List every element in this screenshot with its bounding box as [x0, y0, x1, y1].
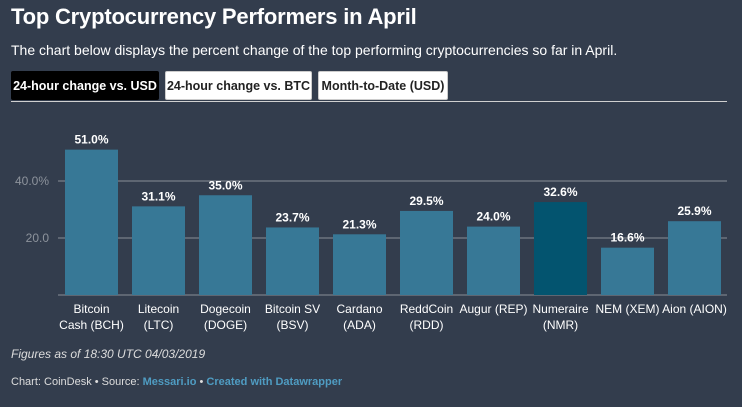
x-tick-label: Augur (REP) — [459, 302, 527, 316]
value-label: 35.0% — [208, 178, 242, 192]
bar — [199, 195, 252, 295]
separator: • — [91, 376, 102, 388]
value-label: 23.7% — [275, 210, 309, 224]
y-axis-ticks: 20.0 40.0% — [15, 174, 49, 245]
x-tick-label: Dogecoin — [200, 302, 251, 316]
tab-24h-btc[interactable]: 24-hour change vs. BTC — [165, 71, 312, 100]
x-axis-labels: Bitcoin Cash (BCH) Litecoin (LTC) Dogecoin (D… — [59, 302, 727, 332]
y-tick-label: 40.0% — [15, 174, 49, 188]
x-tick-label: NEM (XEM) — [596, 302, 660, 316]
tab-month-to-date-label: Month-to-Date (USD) — [321, 78, 445, 93]
bar — [668, 221, 721, 295]
separator: • — [196, 376, 207, 388]
y-tick-label: 20.0 — [26, 231, 50, 245]
bar — [400, 210, 453, 295]
chart-subtitle: The chart below displays the percent cha… — [11, 42, 618, 58]
bar-chart: 20.0 40.0% 51.0% 31.1% 35.0% 23.7% 21.3% 29.5%… — [15, 133, 727, 332]
tab-24h-btc-label: 24-hour change vs. BTC — [166, 78, 311, 93]
x-tick-label: (NMR) — [543, 318, 578, 332]
x-tick-label: Aion (AION) — [662, 302, 727, 316]
chart-credit: Chart: CoinDesk — [11, 376, 92, 388]
x-tick-label: Bitcoin — [73, 302, 109, 316]
source-prefix: Source: — [101, 376, 143, 388]
x-tick-label: Cardano — [336, 302, 382, 316]
x-tick-label: ReddCoin — [400, 302, 453, 316]
value-label: 31.1% — [141, 189, 175, 203]
bar — [65, 149, 118, 295]
bar — [132, 206, 185, 295]
figures-note: Figures as of 18:30 UTC 04/03/2019 — [11, 347, 206, 361]
value-label: 32.6% — [543, 185, 577, 199]
value-label: 29.5% — [409, 194, 443, 208]
x-tick-label: (LTC) — [144, 318, 174, 332]
value-label: 25.9% — [677, 204, 711, 218]
datawrapper-link[interactable]: Created with Datawrapper — [206, 376, 343, 388]
bar — [467, 226, 520, 295]
bar — [333, 234, 386, 295]
x-tick-label: Litecoin — [138, 302, 179, 316]
x-tick-label: (DOGE) — [204, 318, 247, 332]
tabs-underline — [11, 101, 727, 102]
x-tick-label: Cash (BCH) — [59, 318, 124, 332]
x-tick-label: (ADA) — [343, 318, 376, 332]
bar — [601, 247, 654, 295]
tab-month-to-date[interactable]: Month-to-Date (USD) — [318, 71, 448, 100]
value-label: 24.0% — [476, 210, 510, 224]
x-tick-label: Bitcoin SV — [265, 302, 320, 316]
footer: Chart: CoinDesk • Source: Messari.io • C… — [11, 376, 342, 388]
source-link[interactable]: Messari.io — [142, 376, 197, 388]
value-label: 16.6% — [610, 231, 644, 245]
x-tick-label: Numeraire — [532, 302, 588, 316]
x-tick-label: (BSV) — [276, 318, 308, 332]
bars — [65, 149, 721, 295]
value-labels: 51.0% 31.1% 35.0% 23.7% 21.3% 29.5% 24.0% 32.6%… — [74, 133, 711, 245]
value-label: 51.0% — [74, 133, 108, 147]
x-tick-label: (RDD) — [410, 318, 444, 332]
chart-title: Top Cryptocurrency Performers in April — [11, 4, 417, 29]
tab-24h-usd[interactable]: 24-hour change vs. USD — [11, 71, 159, 100]
bar — [534, 202, 587, 295]
bar — [266, 227, 319, 295]
value-label: 21.3% — [342, 217, 376, 231]
